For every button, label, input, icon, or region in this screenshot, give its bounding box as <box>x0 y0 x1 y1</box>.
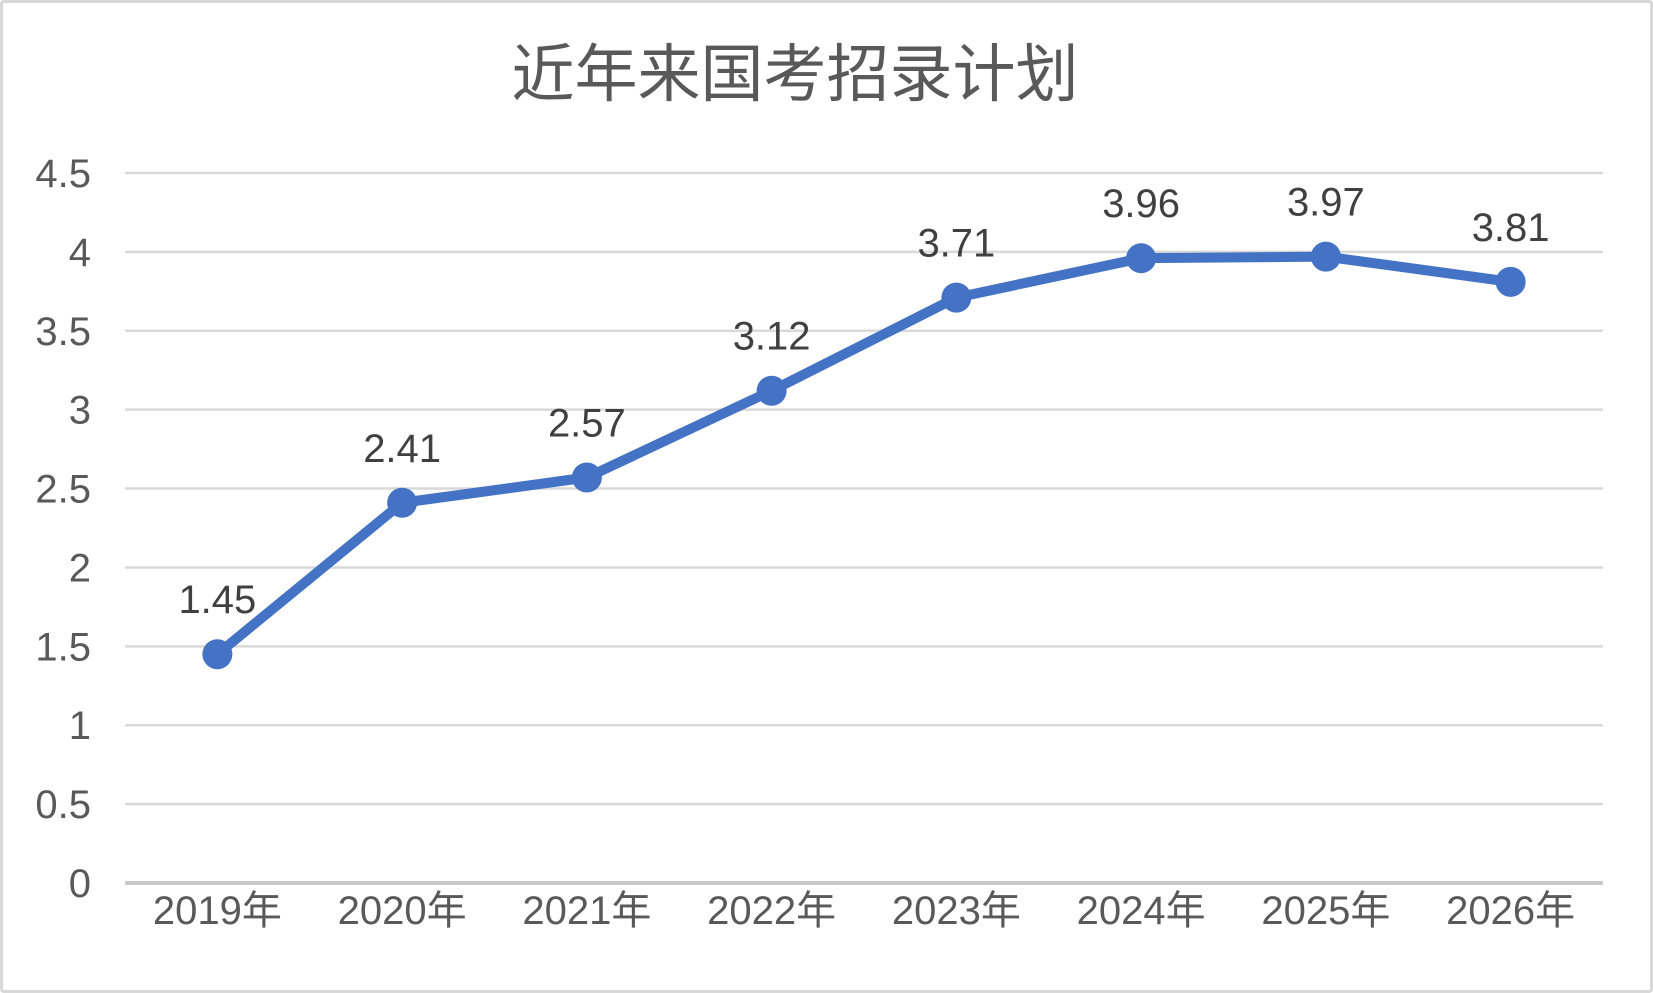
data-point-marker <box>1126 243 1157 274</box>
y-axis-tick-label: 4 <box>69 231 91 275</box>
y-axis-tick-label: 2.5 <box>35 468 91 512</box>
data-point-label: 3.12 <box>733 315 811 359</box>
chart-title: 近年来国考招录计划 <box>511 40 1079 110</box>
y-axis-tick-label: 0 <box>69 862 91 906</box>
y-axis-tick-label: 1 <box>69 704 91 748</box>
y-axis-tick-label: 4.5 <box>35 152 91 196</box>
data-point-label: 2.41 <box>363 427 441 471</box>
x-axis-tick-label: 2026年 <box>1446 889 1575 933</box>
data-series-line <box>212 251 1516 660</box>
x-axis-tick-label: 2023年 <box>892 889 1021 933</box>
data-point-label: 1.45 <box>178 578 256 622</box>
y-axis-tick-label: 3.5 <box>35 310 91 354</box>
data-point-marker <box>756 375 787 406</box>
x-axis-tick-label: 2019年 <box>153 889 282 933</box>
data-point-marker <box>387 487 418 518</box>
x-axis-tick-label: 2021年 <box>522 889 651 933</box>
x-axis-tick-label: 2020年 <box>338 889 467 933</box>
y-axis-tick-label: 0.5 <box>35 783 91 827</box>
data-point-marker <box>941 282 972 313</box>
data-point-label: 2.57 <box>548 402 626 446</box>
line-chart-plot-area: 0 0.5 1 1.5 2 2.5 3 3.5 4 4.5 2019年 2020年 2021年 2022年… <box>35 152 1603 933</box>
data-point-label: 3.81 <box>1472 206 1550 250</box>
y-axis-tick-label: 1.5 <box>35 625 91 669</box>
data-point-marker <box>1310 241 1341 272</box>
x-axis-tick-label: 2025年 <box>1261 889 1390 933</box>
x-axis-tick-label: 2024年 <box>1077 889 1206 933</box>
data-point-marker <box>1495 266 1526 297</box>
data-point-label: 3.97 <box>1287 181 1365 225</box>
y-axis-tick-label: 2 <box>69 546 91 590</box>
data-point-label: 3.71 <box>917 222 995 266</box>
y-axis-tick-label: 3 <box>69 389 91 433</box>
data-point-marker <box>202 639 233 670</box>
data-point-label: 3.96 <box>1102 182 1180 226</box>
data-point-marker <box>571 462 602 493</box>
x-axis-tick-label: 2022年 <box>707 889 836 933</box>
